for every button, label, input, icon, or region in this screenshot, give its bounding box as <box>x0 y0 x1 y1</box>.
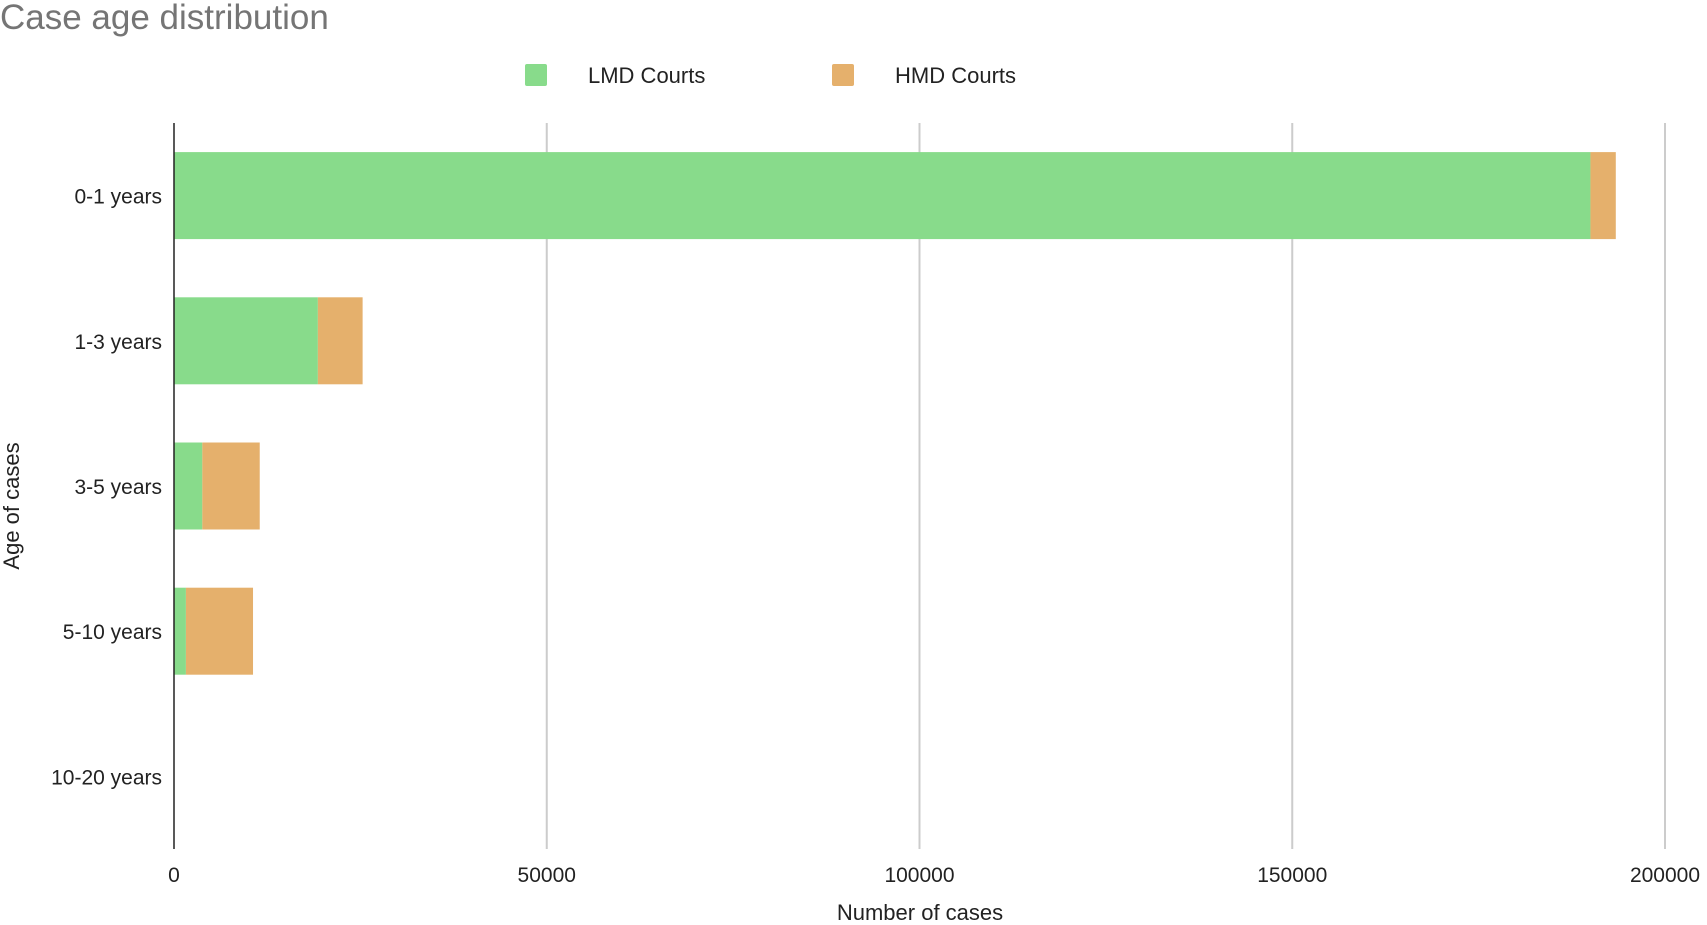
bar-lmd-courts[interactable] <box>174 587 186 675</box>
x-tick-label: 100000 <box>884 864 954 887</box>
bar-hmd-courts[interactable] <box>1590 152 1616 240</box>
y-axis-title: Age of cases <box>0 442 24 569</box>
y-tick-label: 3-5 years <box>74 476 162 499</box>
x-tick-label: 0 <box>168 864 180 887</box>
x-tick-label: 50000 <box>518 864 576 887</box>
x-tick-labels: 0 50000 100000 150000 200000 <box>168 864 1700 887</box>
bar-lmd-courts[interactable] <box>174 152 1591 240</box>
y-tick-label: 0-1 years <box>74 186 162 209</box>
bar-hmd-courts[interactable] <box>185 587 254 675</box>
gridlines <box>545 123 1666 849</box>
chart-title: Case age distribution <box>0 0 329 37</box>
bar-lmd-courts[interactable] <box>174 442 203 530</box>
bar-hmd-courts[interactable] <box>317 297 363 385</box>
bar-hmd-courts[interactable] <box>202 442 260 530</box>
y-tick-label: 1-3 years <box>74 331 162 354</box>
legend: LMD Courts HMD Courts <box>525 63 1016 88</box>
bars <box>174 152 1616 675</box>
x-tick-label: 200000 <box>1630 864 1700 887</box>
x-axis-title: Number of cases <box>837 900 1003 925</box>
bar-lmd-courts[interactable] <box>174 297 318 385</box>
y-tick-label: 10-20 years <box>51 766 162 789</box>
y-tick-label: 5-10 years <box>63 621 162 644</box>
legend-swatch <box>525 64 547 86</box>
legend-swatch <box>832 64 854 86</box>
legend-label: LMD Courts <box>588 63 705 88</box>
x-tick-label: 150000 <box>1257 864 1327 887</box>
legend-label: HMD Courts <box>895 63 1016 88</box>
y-tick-labels: 0-1 years 1-3 years 3-5 years 5-10 years 10-… <box>51 186 162 790</box>
